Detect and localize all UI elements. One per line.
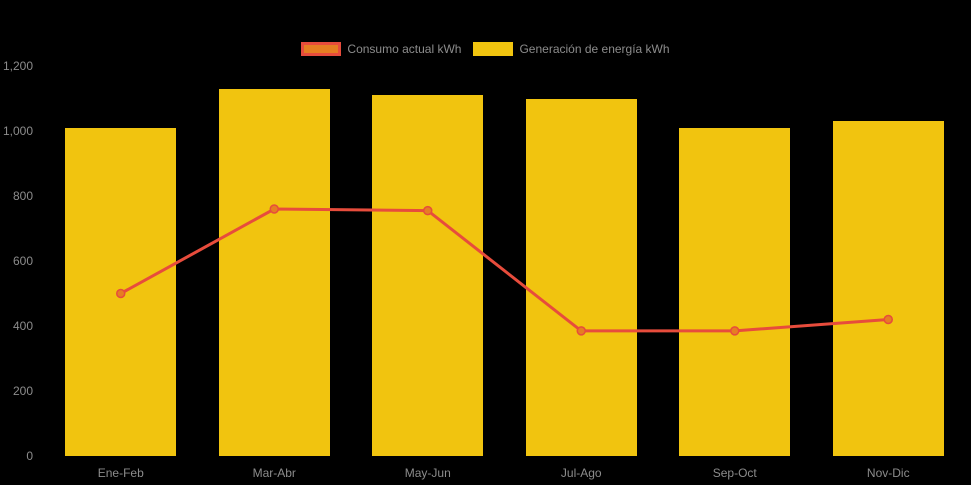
bar-sep-oct[interactable]	[679, 127, 791, 456]
x-axis-label-ene-feb: Ene-Feb	[97, 466, 144, 480]
legend-item-consumo-actual[interactable]: Consumo actual kWh	[301, 42, 461, 56]
y-tick-label-600: 600	[12, 254, 33, 268]
x-axis-label-sep-oct: Sep-Oct	[712, 466, 757, 480]
line-point-sep-oct[interactable]	[730, 326, 740, 336]
chart-legend: Consumo actual kWh Generación de energía…	[0, 42, 971, 56]
line-point-mar-abr[interactable]	[269, 204, 279, 214]
legend-label-consumo-actual: Consumo actual kWh	[347, 42, 462, 56]
x-axis-label-jul-ago: Jul-Ago	[560, 466, 602, 480]
line-point-jul-ago[interactable]	[576, 326, 586, 336]
y-tick-label-200: 200	[12, 384, 33, 398]
y-tick-label-0: 0	[26, 449, 33, 463]
line-point-ene-feb[interactable]	[116, 288, 126, 299]
x-axis-label-nov-dic: Nov-Dic	[866, 466, 910, 480]
legend-swatch-generacion-energia	[473, 42, 514, 56]
x-axis-label-mar-abr: Mar-Abr	[252, 466, 296, 480]
bar-may-jun[interactable]	[372, 95, 484, 456]
y-tick-label-400: 400	[12, 319, 33, 333]
x-axis-label-may-jun: May-Jun	[404, 466, 451, 480]
bar-nov-dic[interactable]	[832, 121, 944, 456]
legend-item-generacion-energia[interactable]: Generación de energía kWh	[473, 42, 670, 56]
y-tick-label-1200: 1,200	[2, 59, 33, 73]
y-tick-label-800: 800	[12, 189, 33, 203]
line-point-nov-dic[interactable]	[883, 314, 893, 325]
consumption-line	[120, 207, 889, 333]
legend-label-generacion-energia: Generación de energía kWh	[519, 42, 670, 56]
bar-mar-abr[interactable]	[218, 88, 330, 456]
line-point-may-jun[interactable]	[423, 205, 433, 216]
y-tick-label-1000: 1,000	[2, 124, 33, 138]
legend-swatch-consumo-actual	[301, 42, 342, 56]
bar-jul-ago[interactable]	[525, 98, 637, 456]
